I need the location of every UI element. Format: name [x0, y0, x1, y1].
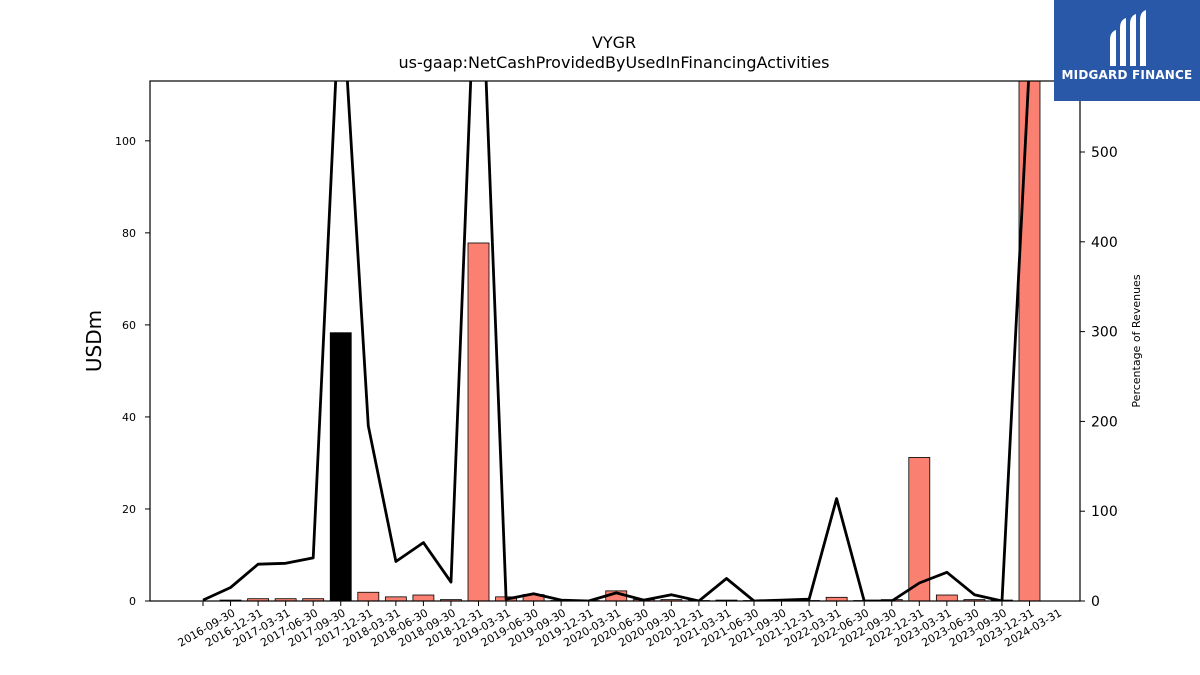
y2-tick-label: 100	[1091, 504, 1118, 520]
bar	[467, 242, 490, 601]
y-tick-label: 80	[122, 227, 136, 240]
bar	[357, 591, 380, 601]
y2-tick-label: 400	[1091, 235, 1118, 251]
plot-frame	[149, 80, 1081, 602]
y-tick-label: 0	[129, 595, 136, 608]
y-axis-ticks: 0 20 40 60 80 100	[115, 135, 150, 608]
y-tick-label: 100	[115, 135, 136, 148]
y2-tick-label: 0	[1091, 594, 1100, 610]
y-tick-label: 20	[122, 503, 136, 516]
y-tick-label: 60	[122, 319, 136, 332]
y-tick-label: 40	[122, 411, 136, 424]
y2-tick-label: 200	[1091, 414, 1118, 430]
chart-title: VYGR	[592, 33, 636, 52]
brand-logo-text: MIDGARD FINANCE	[1061, 68, 1193, 82]
brand-logo: MIDGARD FINANCE	[1054, 0, 1200, 101]
y2-tick-label: 500	[1091, 145, 1118, 161]
bar-group	[219, 81, 1041, 601]
bar	[1018, 81, 1041, 601]
y2-axis-ticks: 0 100 200 300 400 500	[1080, 145, 1118, 610]
x-axis-ticks: 2016-09-302016-12-312017-03-312017-06-30…	[176, 601, 1064, 650]
bar	[825, 596, 848, 601]
bar	[908, 457, 931, 601]
chart-subtitle: us-gaap:NetCashProvidedByUsedInFinancing…	[398, 53, 829, 72]
bar	[412, 594, 435, 601]
line-group	[202, 81, 1030, 601]
bar	[384, 596, 407, 601]
y2-tick-label: 300	[1091, 325, 1118, 341]
bar	[935, 594, 958, 601]
midgard-logo-icon	[1110, 10, 1146, 66]
series-line	[202, 81, 1030, 601]
y2-axis-label: Percentage of Revenues	[1130, 274, 1143, 407]
bar	[329, 332, 352, 601]
y-axis-label: USDm	[82, 310, 106, 372]
